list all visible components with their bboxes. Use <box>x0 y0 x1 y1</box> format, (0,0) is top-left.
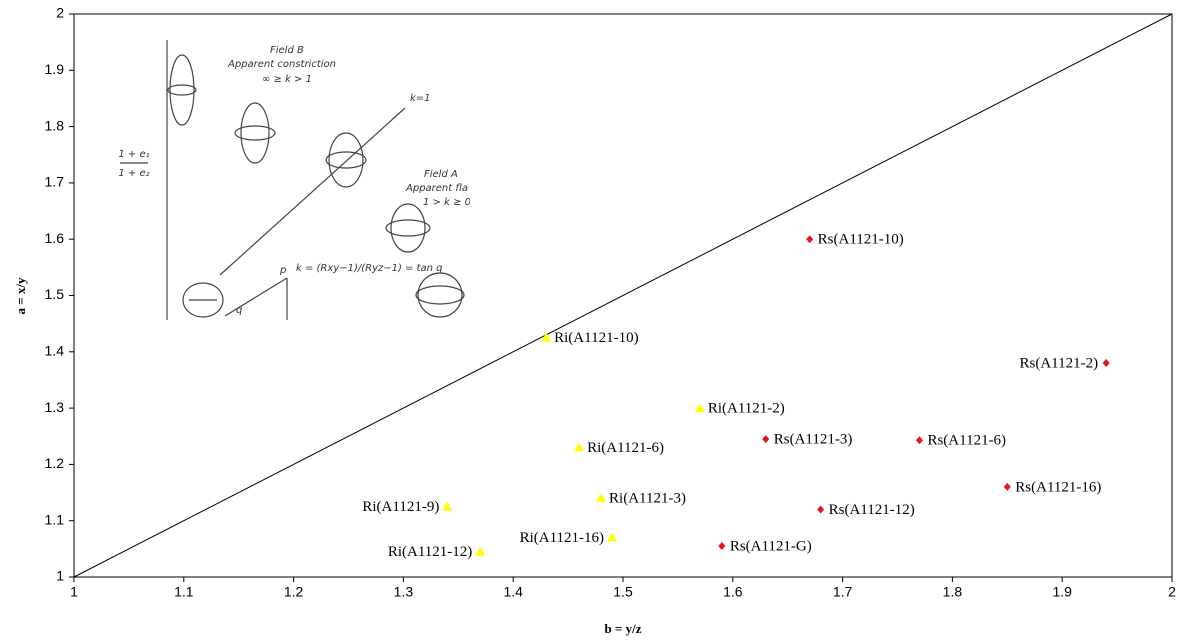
chart: 1 + e₁ 1 + e₂ Field B Apparent constrict… <box>0 0 1183 642</box>
y-tick-label: 1.3 <box>45 399 65 415</box>
data-label: Rs(A1121-12) <box>829 502 915 518</box>
inset-ellipse <box>170 55 194 125</box>
inset-text: 1 + e₁ <box>118 149 149 160</box>
data-label: Ri(A1121-12) <box>388 544 472 560</box>
point <box>916 436 923 444</box>
x-tick-label: 1 <box>70 584 78 600</box>
y-tick-label: 1.7 <box>45 174 65 190</box>
y-tick-label: 1.1 <box>45 511 65 527</box>
point <box>1004 483 1011 491</box>
x-tick-label: 1.6 <box>723 584 743 600</box>
inset-line <box>225 278 287 316</box>
inset-ellipse <box>329 133 363 187</box>
point <box>475 547 485 556</box>
x-axis-title: b = y/z <box>604 621 641 636</box>
point <box>574 443 584 452</box>
point <box>607 533 617 542</box>
data-label: Ri(A1121-10) <box>554 330 638 346</box>
inset-text: 1 > k ≥ 0 <box>423 197 471 208</box>
inset-text: Field B <box>270 45 304 56</box>
point <box>442 502 452 511</box>
data-label: Rs(A1121-16) <box>1015 479 1101 495</box>
x-tick-label: 1.1 <box>174 584 194 600</box>
y-tick-label: 2 <box>56 5 64 21</box>
inset-text: k = (Rxy−1)/(Ryz−1) = tan q <box>296 263 443 274</box>
inset-text: k=1 <box>410 93 431 104</box>
data-label: Rs(A1121-6) <box>927 433 1006 449</box>
inset-ellipse <box>168 85 196 95</box>
inset-text: ∞ ≥ k > 1 <box>262 74 312 85</box>
x-tick-label: 1.2 <box>284 584 304 600</box>
inset-text: q <box>236 305 242 316</box>
inset-line <box>220 108 405 275</box>
x-tick-label: 1.8 <box>943 584 963 600</box>
inset-diagram: 1 + e₁ 1 + e₂ Field B Apparent constrict… <box>118 40 471 320</box>
x-tick-label: 1.5 <box>613 584 633 600</box>
x-tick-label: 1.4 <box>503 584 523 600</box>
inset-ellipse <box>241 103 269 163</box>
y-tick-label: 1.2 <box>45 455 65 471</box>
point <box>762 435 769 443</box>
page: 1 + e₁ 1 + e₂ Field B Apparent constrict… <box>0 0 1183 642</box>
point <box>817 505 824 513</box>
y-tick-label: 1.9 <box>45 61 65 77</box>
inset-text: 1 + e₂ <box>118 168 149 179</box>
x-tick-label: 1.9 <box>1052 584 1072 600</box>
data-label: Ri(A1121-16) <box>520 530 604 546</box>
data-label: Ri(A1121-3) <box>609 491 686 507</box>
inset-ellipse <box>416 286 464 304</box>
data-label: Rs(A1121-G) <box>730 538 812 554</box>
data-label: Ri(A1121-6) <box>587 440 664 456</box>
y-tick-label: 1 <box>56 568 64 584</box>
inset-text: Apparent constriction <box>227 59 336 70</box>
inset-text: p <box>279 265 286 276</box>
y-tick-label: 1.6 <box>45 230 65 246</box>
y-tick-label: 1.5 <box>45 286 65 302</box>
inset-text: Apparent fla <box>405 183 468 194</box>
y-tick-label: 1.4 <box>45 343 65 359</box>
point <box>1103 359 1110 367</box>
inset-text: Field A <box>424 169 458 180</box>
inset-ellipse <box>386 220 430 236</box>
inset-ellipse <box>418 273 462 317</box>
x-tick-label: 1.3 <box>394 584 414 600</box>
data-label: Rs(A1121-3) <box>774 432 853 448</box>
point <box>718 542 725 550</box>
inset-ellipse <box>391 204 425 252</box>
inset-ellipse <box>326 152 366 168</box>
point <box>596 493 606 502</box>
y-tick-label: 1.8 <box>45 117 65 133</box>
y-axis-title: a = x/y <box>13 277 28 315</box>
data-label: Rs(A1121-2) <box>1020 355 1099 371</box>
point <box>806 235 813 243</box>
x-tick-label: 1.7 <box>833 584 853 600</box>
data-label: Ri(A1121-9) <box>362 499 439 515</box>
point <box>695 403 705 412</box>
data-label: Rs(A1121-10) <box>818 232 904 248</box>
data-label: Ri(A1121-2) <box>708 401 785 417</box>
x-tick-label: 2 <box>1168 584 1176 600</box>
